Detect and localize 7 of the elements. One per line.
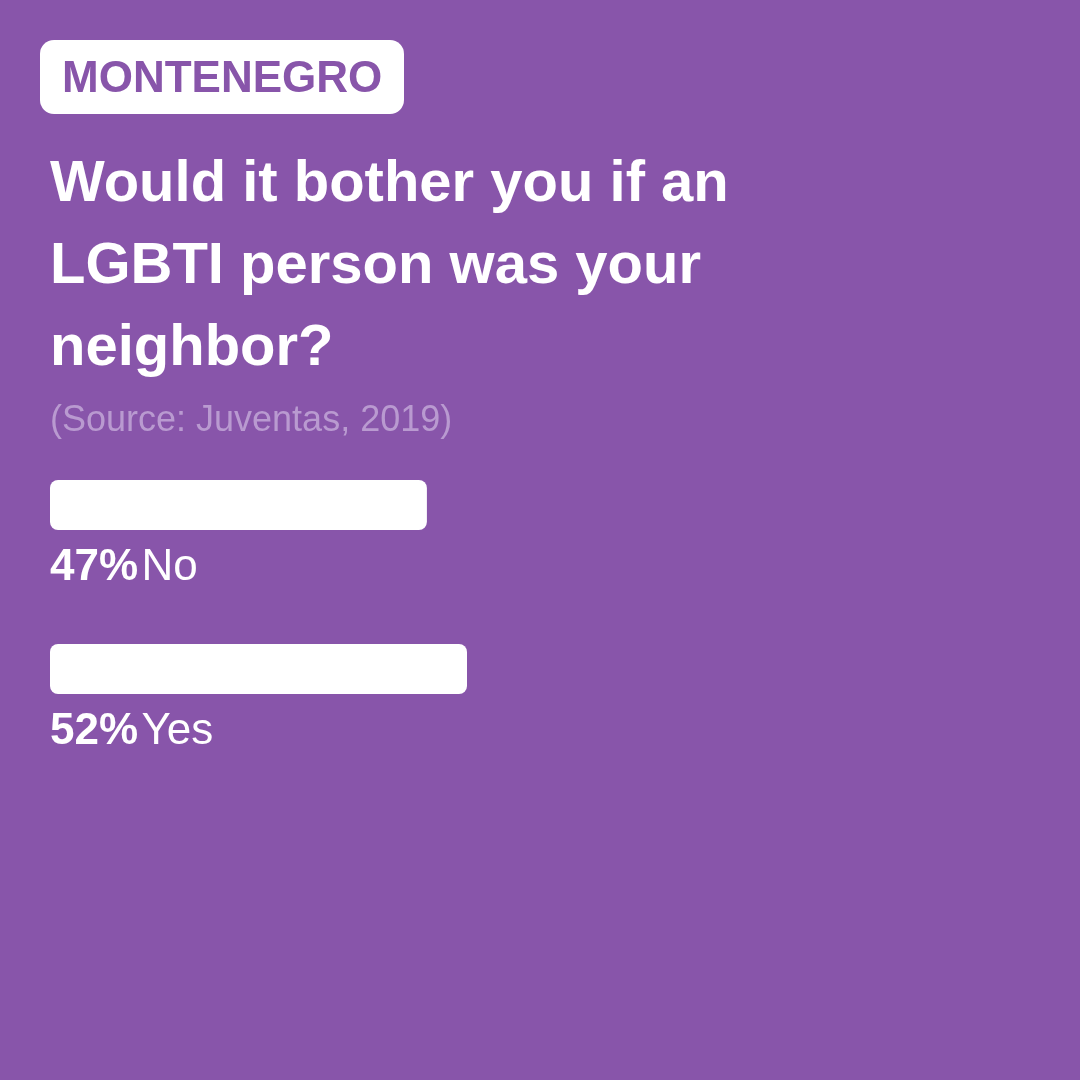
chart-subtitle: MONTENEGRO [40,40,405,114]
data-label: 52% [50,704,139,753]
y-tick-label: Yes [141,704,214,753]
text: (Source: Juventas, 2019) [50,397,453,441]
data-label: 47% [50,540,139,589]
chart-title: Would it bother you if an LGBTI person was your neighbor? [50,147,730,379]
y-tick-label: No [141,540,198,589]
